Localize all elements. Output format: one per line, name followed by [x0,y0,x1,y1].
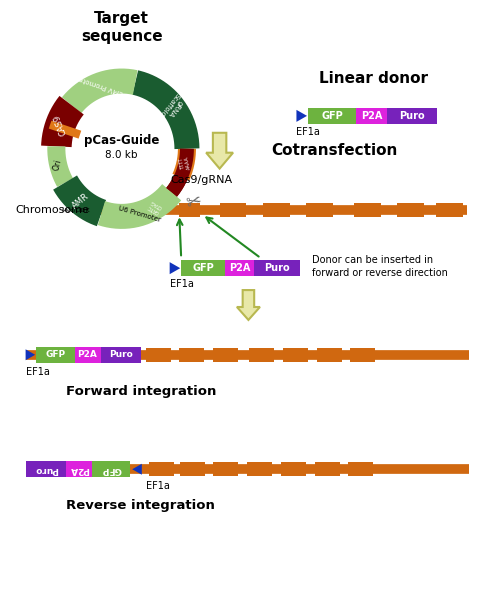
FancyBboxPatch shape [179,203,201,217]
Text: Cas9/gRNA: Cas9/gRNA [170,175,232,185]
FancyBboxPatch shape [220,203,246,217]
FancyBboxPatch shape [308,108,356,124]
FancyBboxPatch shape [350,348,375,362]
Text: gRNA
Scaffold: gRNA Scaffold [159,91,186,121]
Text: GFP: GFP [321,111,343,121]
FancyBboxPatch shape [306,203,333,217]
Text: Puro: Puro [34,465,58,474]
Polygon shape [25,350,35,361]
Text: EF1a: EF1a [170,279,194,289]
FancyBboxPatch shape [179,348,204,362]
Text: Chromosome: Chromosome [15,205,89,216]
Polygon shape [170,262,180,274]
Text: P2A: P2A [78,350,98,359]
Text: GFP: GFP [192,263,214,273]
Text: EF1a: EF1a [296,127,320,137]
Polygon shape [296,110,307,122]
Text: P2A: P2A [229,263,250,273]
Text: P2A: P2A [361,111,382,121]
Text: Target
sequence: Target sequence [81,12,163,44]
FancyBboxPatch shape [145,348,171,362]
FancyBboxPatch shape [317,348,342,362]
FancyBboxPatch shape [225,260,254,276]
Text: EF1a: EF1a [25,367,49,377]
Text: P2A: P2A [69,465,89,474]
Text: EF1a: EF1a [145,481,169,491]
Text: Linear donor: Linear donor [319,71,428,86]
FancyBboxPatch shape [386,108,437,124]
Polygon shape [206,133,233,169]
FancyBboxPatch shape [148,462,174,476]
Text: Forward integration: Forward integration [66,385,216,398]
Polygon shape [237,290,260,320]
Text: Ori: Ori [52,159,63,172]
FancyBboxPatch shape [92,461,130,477]
Text: ✂: ✂ [184,192,203,213]
Text: GFP: GFP [45,350,65,359]
Text: CAS9: CAS9 [53,113,69,136]
FancyBboxPatch shape [75,347,101,363]
FancyBboxPatch shape [25,461,66,477]
Text: TTTT
AAAA: TTTT AAAA [179,155,192,171]
Text: Reverse integration: Reverse integration [66,499,215,512]
Text: GATC
CTAG: GATC CTAG [147,199,163,215]
Text: Puro: Puro [264,263,290,273]
Text: U6 Promoter: U6 Promoter [118,205,162,223]
FancyBboxPatch shape [181,260,225,276]
FancyBboxPatch shape [283,348,308,362]
FancyBboxPatch shape [180,462,205,476]
Text: Puro: Puro [109,350,133,359]
Text: Donor can be inserted in
forward or reverse direction: Donor can be inserted in forward or reve… [312,255,447,278]
FancyBboxPatch shape [348,462,373,476]
FancyBboxPatch shape [101,347,141,363]
Text: CMV Promoter: CMV Promoter [76,74,125,96]
FancyBboxPatch shape [354,203,381,217]
FancyBboxPatch shape [247,462,272,476]
FancyBboxPatch shape [66,461,92,477]
FancyBboxPatch shape [281,462,306,476]
FancyBboxPatch shape [254,260,300,276]
Text: GFP: GFP [101,465,121,474]
Text: Cotransfection: Cotransfection [272,143,398,158]
FancyBboxPatch shape [356,108,386,124]
Text: Puro: Puro [399,111,425,121]
FancyBboxPatch shape [213,348,238,362]
FancyBboxPatch shape [436,203,463,217]
Text: Myc/DDK: Myc/DDK [61,208,90,213]
Polygon shape [132,464,142,475]
FancyBboxPatch shape [213,462,238,476]
FancyBboxPatch shape [263,203,290,217]
FancyBboxPatch shape [397,203,424,217]
Text: 8.0 kb: 8.0 kb [105,150,138,160]
FancyBboxPatch shape [249,348,274,362]
FancyBboxPatch shape [36,347,75,363]
Text: pCas-Guide: pCas-Guide [84,134,159,147]
Text: AMR: AMR [70,192,91,211]
FancyBboxPatch shape [315,462,340,476]
